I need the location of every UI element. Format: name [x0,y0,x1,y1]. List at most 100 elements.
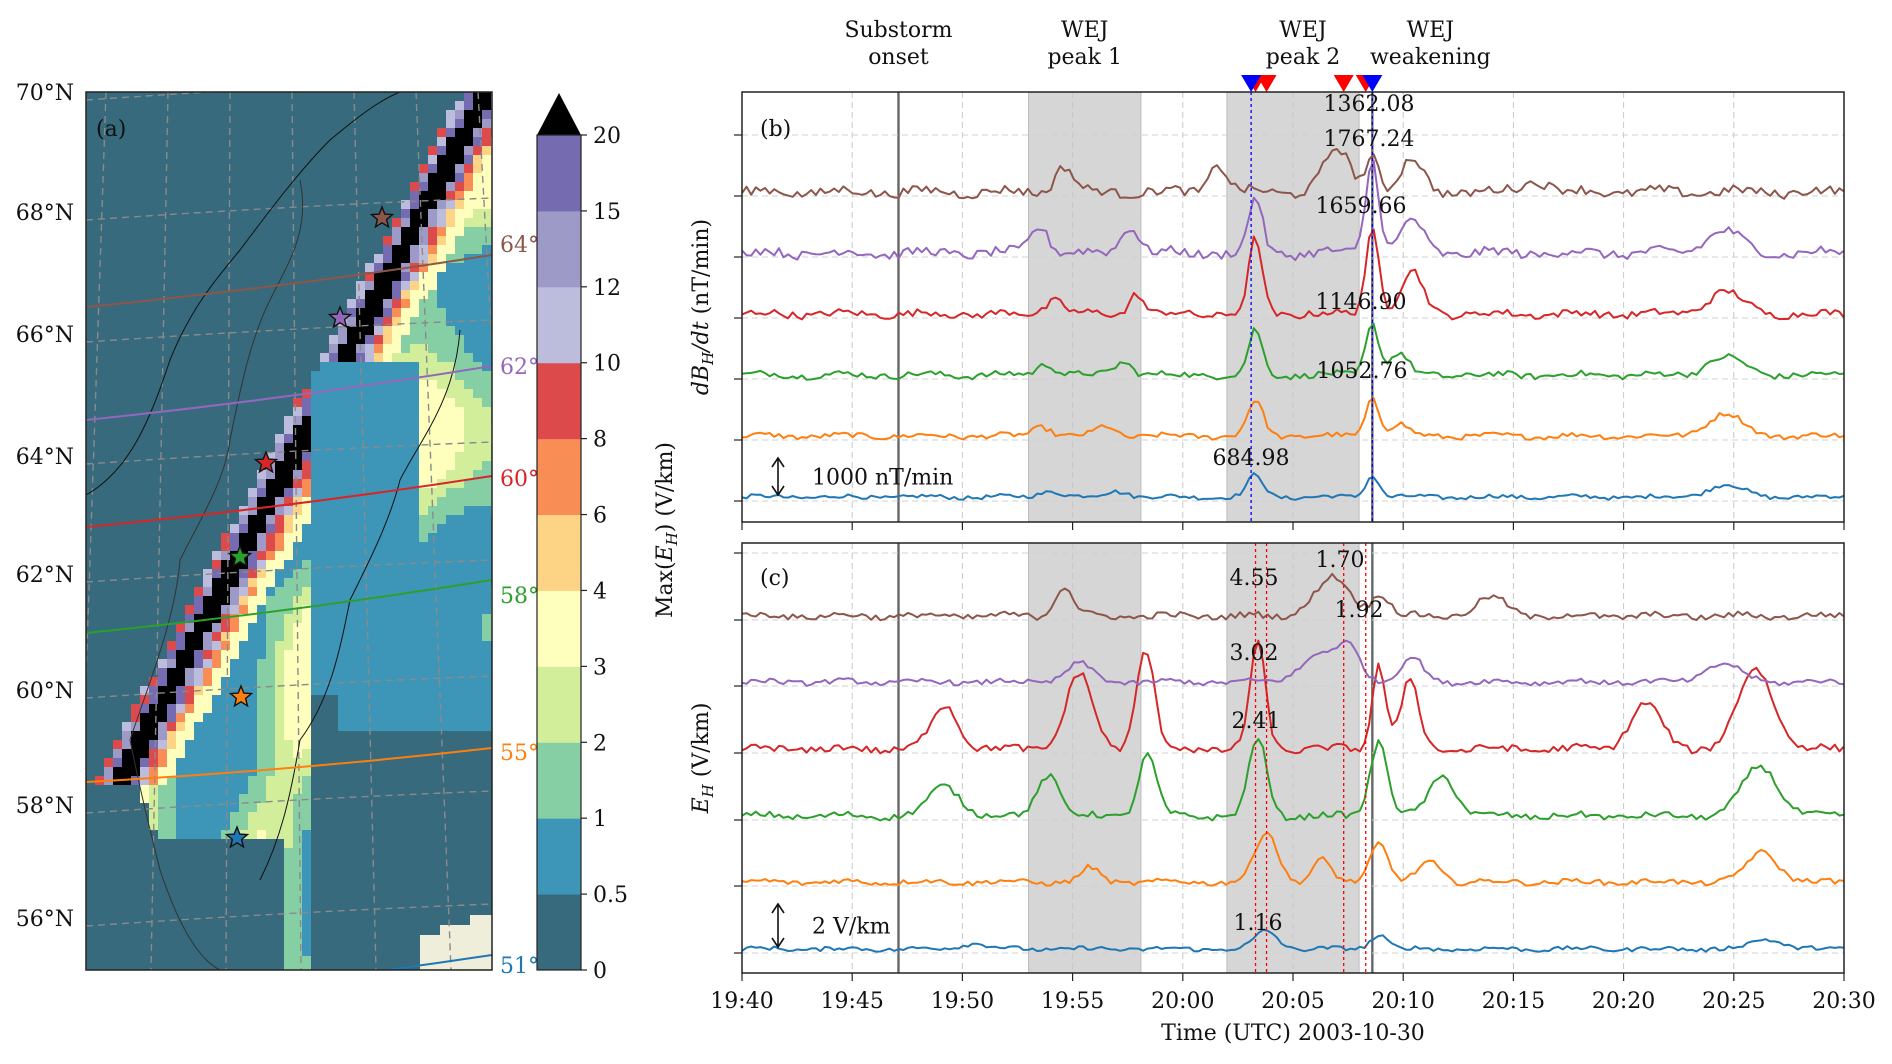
map-cell [212,803,221,812]
map-cell [329,551,338,560]
map-cell [428,272,437,281]
graticule-lat [86,319,492,343]
map-cell [212,722,221,731]
map-cell [410,272,419,281]
map-cell [167,641,176,650]
map-cell [212,704,221,713]
map-cell [347,668,356,677]
map-cell [239,749,248,758]
map-cell [266,497,275,506]
map-cell [446,155,455,164]
map-cell [275,767,284,776]
map-cell [428,146,437,155]
map-cell [320,443,329,452]
map-cell [347,326,356,335]
event-label-line2: weakening [1370,45,1491,70]
map-cell [329,596,338,605]
map-cell [446,605,455,614]
map-cell [410,542,419,551]
map-cell [482,308,491,317]
map-cell [365,641,374,650]
map-cell [284,623,293,632]
map-cell [248,695,257,704]
map-cell [185,776,194,785]
map-cell [446,281,455,290]
map-cell [446,245,455,254]
map-cell [302,740,311,749]
map-cell [419,677,428,686]
map-cell [401,497,410,506]
map-cell [410,236,419,245]
map-cell [464,227,473,236]
map-cell [482,218,491,227]
map-cell [320,578,329,587]
map-cell [257,668,266,677]
map-cell [167,686,176,695]
map-cell [482,542,491,551]
map-cell [194,722,203,731]
map-cell [374,632,383,641]
map-cell [428,434,437,443]
map-cell [401,551,410,560]
series-line [742,831,1844,887]
map-cell [455,182,464,191]
map-cell [482,290,491,299]
map-cell [401,290,410,299]
map-cell [302,605,311,614]
map-cell [428,587,437,596]
map-cell [428,506,437,515]
map-cell [401,470,410,479]
map-cell [482,110,491,119]
map-cell [248,650,257,659]
map-cell [131,767,140,776]
map-cell [185,812,194,821]
map-cell [446,353,455,362]
map-cell [257,470,266,479]
map-cell [419,551,428,560]
map-cell [464,209,473,218]
map-cell [401,695,410,704]
map-cell [311,668,320,677]
map-cell [158,749,167,758]
map-cell [428,299,437,308]
map-cell [419,371,428,380]
map-cell [419,506,428,515]
map-cell [167,668,176,677]
map-cell [392,677,401,686]
map-cell [203,812,212,821]
colorbar-segment [537,286,581,364]
map-cell [428,398,437,407]
map-cell [167,695,176,704]
map-cell [248,506,257,515]
map-cell [158,722,167,731]
map-cell [482,335,491,344]
map-cell [374,650,383,659]
map-cell [473,281,482,290]
map-cell [275,812,284,821]
map-cell [122,767,131,776]
map-cell [473,362,482,371]
map-cell [293,785,302,794]
map-cell [122,758,131,767]
map-cell [275,515,284,524]
map-cell [455,632,464,641]
map-cell [473,551,482,560]
map-cell [329,371,338,380]
map-cell [185,749,194,758]
map-cell [419,416,428,425]
map-cell [221,659,230,668]
map-cell [410,182,419,191]
map-cell [464,263,473,272]
coastline [86,92,401,496]
map-cell [437,299,446,308]
map-cell [320,362,329,371]
map-cell [356,704,365,713]
map-cell [302,641,311,650]
map-cell [482,686,491,695]
map-cell [275,758,284,767]
map-cell [455,524,464,533]
map-cell [284,893,293,902]
map-cell [365,389,374,398]
map-cell [473,560,482,569]
map-cell [239,740,248,749]
